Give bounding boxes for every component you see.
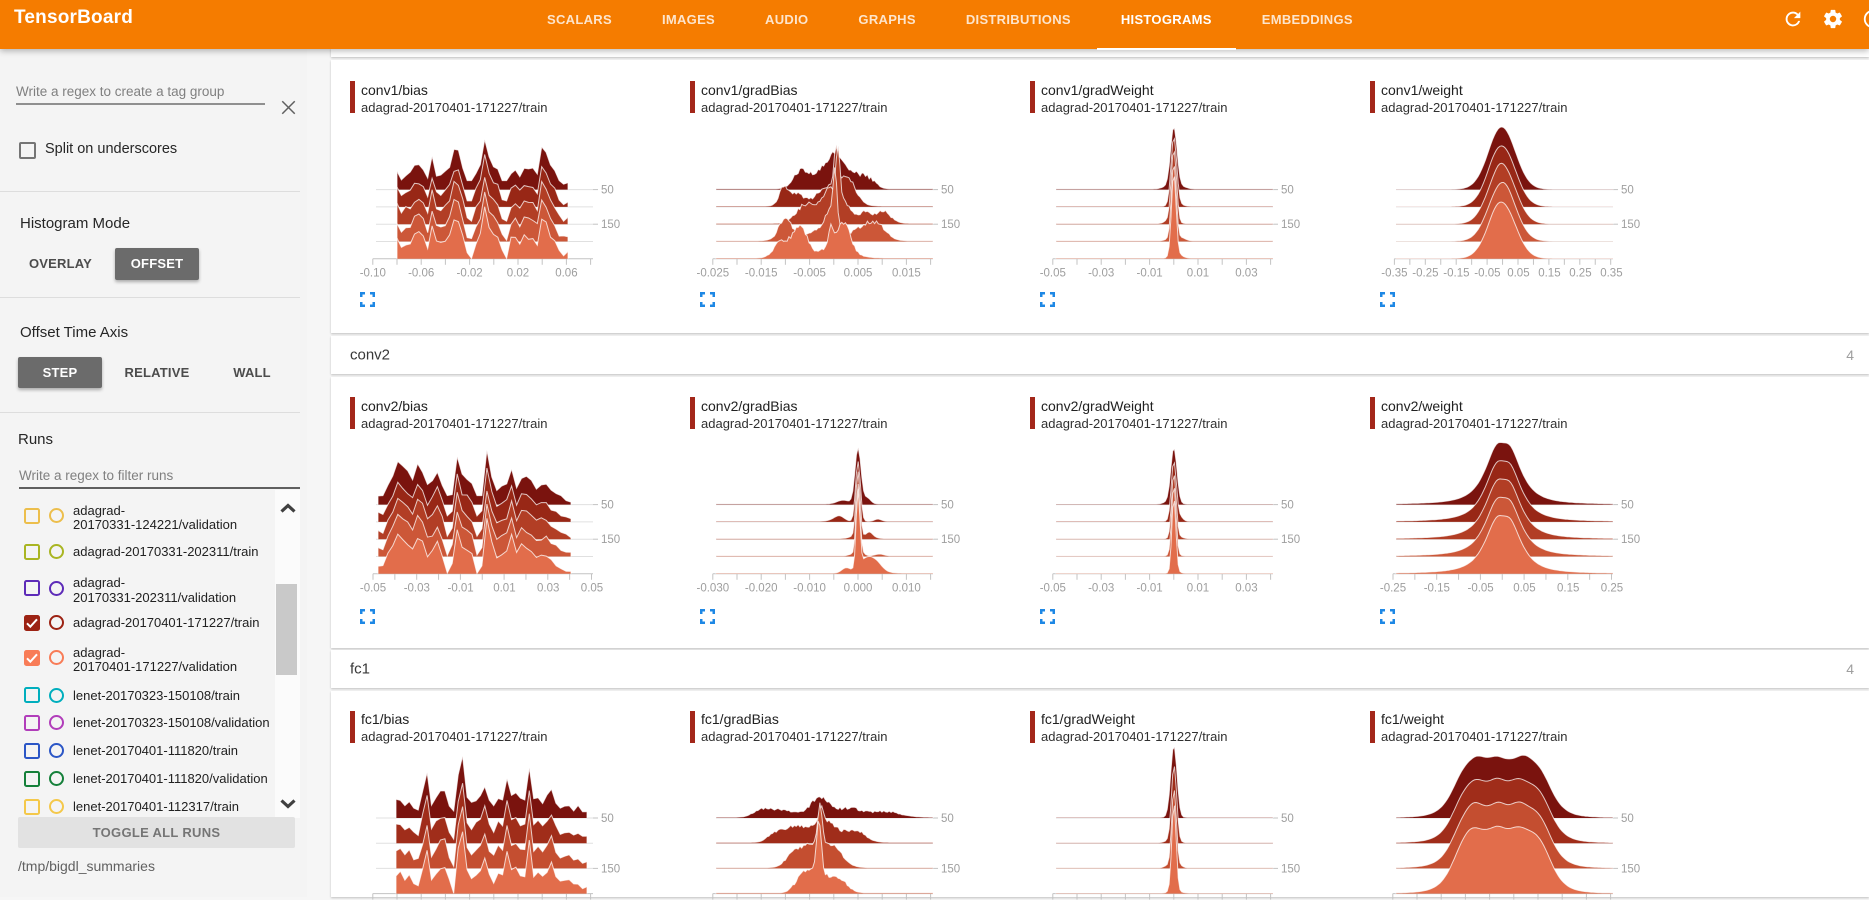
svg-text:0.05: 0.05 — [1507, 267, 1529, 279]
svg-text:150: 150 — [1621, 863, 1640, 875]
svg-text:0.15: 0.15 — [1557, 582, 1579, 594]
svg-text:0.25: 0.25 — [1569, 267, 1591, 279]
svg-text:150: 150 — [1621, 219, 1640, 231]
svg-text:-0.02: -0.02 — [456, 267, 482, 279]
svg-text:0.01: 0.01 — [1187, 267, 1209, 279]
svg-text:-0.03: -0.03 — [1088, 582, 1114, 594]
svg-text:50: 50 — [1621, 813, 1634, 825]
svg-text:50: 50 — [1621, 500, 1634, 512]
svg-text:50: 50 — [1621, 185, 1634, 197]
svg-text:0.05: 0.05 — [1513, 582, 1535, 594]
svg-text:0.03: 0.03 — [537, 582, 559, 594]
svg-text:50: 50 — [601, 813, 614, 825]
svg-text:0.35: 0.35 — [1600, 267, 1622, 279]
svg-text:150: 150 — [601, 863, 620, 875]
svg-text:150: 150 — [1281, 863, 1300, 875]
svg-text:0.01: 0.01 — [493, 582, 515, 594]
svg-text:0.01: 0.01 — [1187, 582, 1209, 594]
svg-text:150: 150 — [941, 534, 960, 546]
svg-text:-0.05: -0.05 — [1040, 582, 1066, 594]
svg-text:-0.10: -0.10 — [360, 267, 386, 279]
svg-text:50: 50 — [1281, 813, 1294, 825]
svg-text:-0.010: -0.010 — [793, 582, 826, 594]
svg-text:-0.25: -0.25 — [1380, 582, 1406, 594]
svg-text:-0.05: -0.05 — [1474, 267, 1500, 279]
svg-text:150: 150 — [1281, 534, 1300, 546]
svg-text:0.005: 0.005 — [844, 267, 873, 279]
svg-text:-0.06: -0.06 — [408, 267, 434, 279]
svg-text:50: 50 — [601, 185, 614, 197]
svg-text:0.03: 0.03 — [1235, 582, 1257, 594]
svg-text:-0.01: -0.01 — [1136, 267, 1162, 279]
svg-text:0.15: 0.15 — [1538, 267, 1560, 279]
svg-text:-0.05: -0.05 — [360, 582, 386, 594]
svg-text:50: 50 — [941, 185, 954, 197]
svg-text:50: 50 — [1281, 500, 1294, 512]
svg-text:-0.015: -0.015 — [745, 267, 778, 279]
svg-text:-0.15: -0.15 — [1424, 582, 1450, 594]
svg-text:0.03: 0.03 — [1235, 267, 1257, 279]
svg-text:50: 50 — [941, 813, 954, 825]
svg-text:-0.01: -0.01 — [447, 582, 473, 594]
svg-text:50: 50 — [1281, 185, 1294, 197]
svg-text:-0.030: -0.030 — [696, 582, 729, 594]
svg-text:-0.025: -0.025 — [696, 267, 729, 279]
svg-text:150: 150 — [1281, 219, 1300, 231]
svg-text:-0.020: -0.020 — [745, 582, 778, 594]
svg-text:0.02: 0.02 — [507, 267, 529, 279]
svg-text:150: 150 — [601, 219, 620, 231]
svg-text:0.000: 0.000 — [844, 582, 873, 594]
svg-text:0.010: 0.010 — [892, 582, 921, 594]
svg-text:-0.05: -0.05 — [1467, 582, 1493, 594]
svg-text:50: 50 — [601, 500, 614, 512]
svg-text:-0.35: -0.35 — [1381, 267, 1407, 279]
svg-text:150: 150 — [941, 863, 960, 875]
svg-text:50: 50 — [941, 500, 954, 512]
svg-text:0.25: 0.25 — [1601, 582, 1623, 594]
svg-text:-0.03: -0.03 — [404, 582, 430, 594]
svg-text:-0.25: -0.25 — [1412, 267, 1438, 279]
svg-text:-0.05: -0.05 — [1040, 267, 1066, 279]
svg-text:150: 150 — [941, 219, 960, 231]
svg-text:150: 150 — [1621, 534, 1640, 546]
svg-text:-0.03: -0.03 — [1088, 267, 1114, 279]
svg-text:-0.01: -0.01 — [1136, 582, 1162, 594]
svg-text:0.05: 0.05 — [581, 582, 603, 594]
svg-text:-0.005: -0.005 — [793, 267, 826, 279]
svg-text:0.015: 0.015 — [892, 267, 921, 279]
svg-text:0.06: 0.06 — [555, 267, 577, 279]
svg-text:-0.15: -0.15 — [1443, 267, 1469, 279]
svg-text:150: 150 — [601, 534, 620, 546]
